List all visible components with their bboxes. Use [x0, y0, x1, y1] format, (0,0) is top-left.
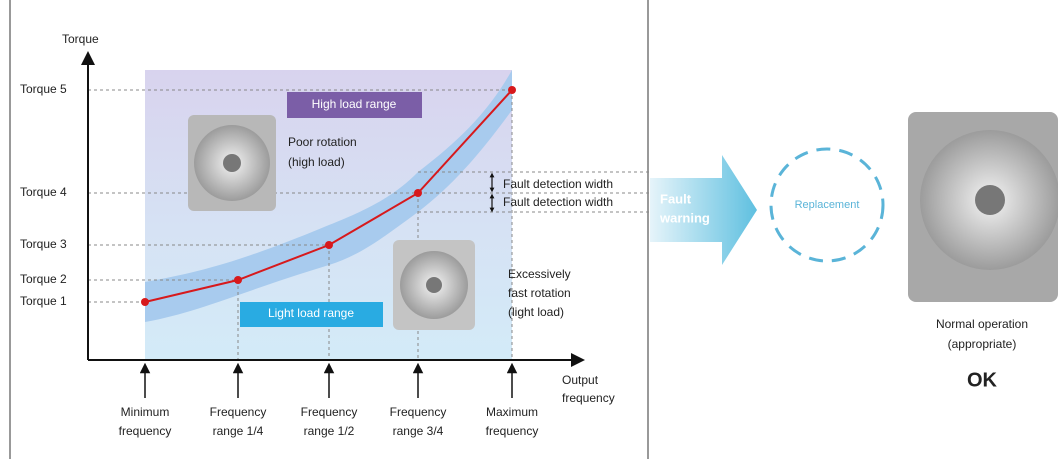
diagram: Torque Output frequency Torque 5 Torque … — [0, 0, 1058, 459]
torque-label: Torque 2 — [20, 272, 67, 286]
fan-caption: Excessively — [508, 267, 571, 281]
fan-high — [188, 115, 276, 211]
x-axis-label: frequency — [562, 391, 615, 405]
frequency-label: frequency — [486, 424, 539, 438]
frequency-label: Frequency — [301, 405, 358, 419]
fault-width-label: Fault detection width — [503, 177, 613, 191]
frequency-labels: Minimum frequency Frequency range 1/4 Freq… — [119, 405, 539, 438]
frequency-label: Minimum — [121, 405, 170, 419]
y-axis-label: Torque — [62, 32, 99, 46]
result-caption: (appropriate) — [948, 337, 1017, 351]
frequency-label: Frequency — [210, 405, 267, 419]
frequency-arrows — [145, 368, 512, 398]
fault-arrow-label: warning — [659, 210, 710, 225]
result-status: OK — [967, 369, 998, 391]
result-caption: Normal operation — [936, 317, 1028, 331]
torque-label: Torque 3 — [20, 237, 67, 251]
fan-light — [393, 240, 475, 330]
high-load-label: High load range — [312, 97, 397, 111]
torque-label: Torque 1 — [20, 294, 67, 308]
fan-caption: (light load) — [508, 305, 564, 319]
frequency-label: Maximum — [486, 405, 538, 419]
frequency-label: Frequency — [390, 405, 447, 419]
frequency-label: range 1/4 — [213, 424, 264, 438]
fan-ok — [908, 112, 1058, 302]
fan-caption: Poor rotation — [288, 135, 357, 149]
fault-width-label: Fault detection width — [503, 195, 613, 209]
replacement-label: Replacement — [795, 199, 860, 211]
torque-label: Torque 4 — [20, 185, 67, 199]
light-load-label: Light load range — [268, 306, 354, 320]
x-axis-label: Output — [562, 373, 599, 387]
fan-caption: (high load) — [288, 155, 345, 169]
fan-caption: fast rotation — [508, 286, 571, 300]
torque-label: Torque 5 — [20, 82, 67, 96]
frequency-label: frequency — [119, 424, 172, 438]
frequency-label: range 3/4 — [393, 424, 444, 438]
frequency-label: range 1/2 — [304, 424, 355, 438]
fault-arrow-label: Fault — [660, 191, 692, 206]
